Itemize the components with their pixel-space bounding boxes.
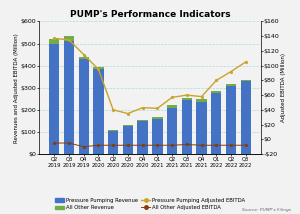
- All Other Adjusted EBITDA: [156, 144, 159, 147]
- Legend: Pressure Pumping Revenue, All Other Revenue, Pressure Pumping Adjusted EBITDA, A: Pressure Pumping Revenue, All Other Reve…: [54, 197, 246, 211]
- Bar: [79, 57, 89, 59]
- Pressure Pumping Adjusted EBITDA: [141, 106, 144, 109]
- All Other Adjusted EBITDA: [170, 144, 174, 147]
- Bar: [64, 36, 74, 41]
- All Other Adjusted EBITDA: [141, 144, 144, 147]
- Pressure Pumping Adjusted EBITDA: [185, 94, 189, 96]
- Pressure Pumping Adjusted EBITDA: [229, 70, 233, 73]
- Bar: [211, 93, 221, 154]
- Bar: [123, 126, 133, 154]
- Bar: [152, 119, 163, 154]
- Pressure Pumping Adjusted EBITDA: [214, 79, 218, 82]
- All Other Adjusted EBITDA: [229, 144, 233, 147]
- Pressure Pumping Adjusted EBITDA: [126, 112, 130, 115]
- Bar: [241, 81, 251, 154]
- Bar: [93, 67, 103, 69]
- Pressure Pumping Adjusted EBITDA: [244, 61, 247, 63]
- Bar: [226, 86, 236, 154]
- Bar: [93, 69, 103, 154]
- Bar: [226, 84, 236, 86]
- Y-axis label: Revenues and Adjusted EBITDA (Million): Revenues and Adjusted EBITDA (Million): [14, 33, 19, 143]
- All Other Adjusted EBITDA: [82, 146, 85, 148]
- All Other Adjusted EBITDA: [52, 142, 56, 144]
- All Other Adjusted EBITDA: [67, 142, 71, 144]
- Bar: [182, 98, 192, 100]
- Bar: [79, 59, 89, 154]
- Bar: [108, 131, 118, 154]
- Line: Pressure Pumping Adjusted EBITDA: Pressure Pumping Adjusted EBITDA: [53, 37, 247, 115]
- Line: All Other Adjusted EBITDA: All Other Adjusted EBITDA: [53, 142, 247, 148]
- Bar: [137, 121, 148, 154]
- Y-axis label: Adjusted EBITDA (Million): Adjusted EBITDA (Million): [281, 53, 286, 122]
- All Other Adjusted EBITDA: [126, 144, 130, 147]
- All Other Adjusted EBITDA: [214, 144, 218, 147]
- All Other Adjusted EBITDA: [97, 144, 100, 147]
- Text: Source: PUMP's Filings: Source: PUMP's Filings: [242, 208, 291, 212]
- Pressure Pumping Adjusted EBITDA: [111, 108, 115, 111]
- Bar: [211, 91, 221, 93]
- Pressure Pumping Adjusted EBITDA: [67, 39, 71, 41]
- Bar: [108, 130, 118, 131]
- All Other Adjusted EBITDA: [244, 144, 247, 147]
- All Other Adjusted EBITDA: [185, 143, 189, 146]
- Bar: [196, 100, 207, 102]
- Bar: [182, 100, 192, 154]
- Pressure Pumping Adjusted EBITDA: [52, 37, 56, 40]
- Bar: [49, 43, 59, 154]
- Bar: [123, 125, 133, 126]
- Bar: [241, 80, 251, 81]
- Bar: [152, 117, 163, 119]
- Pressure Pumping Adjusted EBITDA: [97, 68, 100, 71]
- Bar: [167, 106, 177, 108]
- Bar: [64, 41, 74, 154]
- All Other Adjusted EBITDA: [200, 144, 203, 147]
- Pressure Pumping Adjusted EBITDA: [156, 107, 159, 110]
- Pressure Pumping Adjusted EBITDA: [200, 95, 203, 98]
- Bar: [167, 108, 177, 154]
- All Other Adjusted EBITDA: [111, 144, 115, 147]
- Bar: [49, 39, 59, 43]
- Pressure Pumping Adjusted EBITDA: [170, 96, 174, 99]
- Title: PUMP's Performance Indicators: PUMP's Performance Indicators: [70, 10, 230, 19]
- Bar: [196, 102, 207, 154]
- Pressure Pumping Adjusted EBITDA: [82, 53, 85, 56]
- Bar: [137, 120, 148, 121]
